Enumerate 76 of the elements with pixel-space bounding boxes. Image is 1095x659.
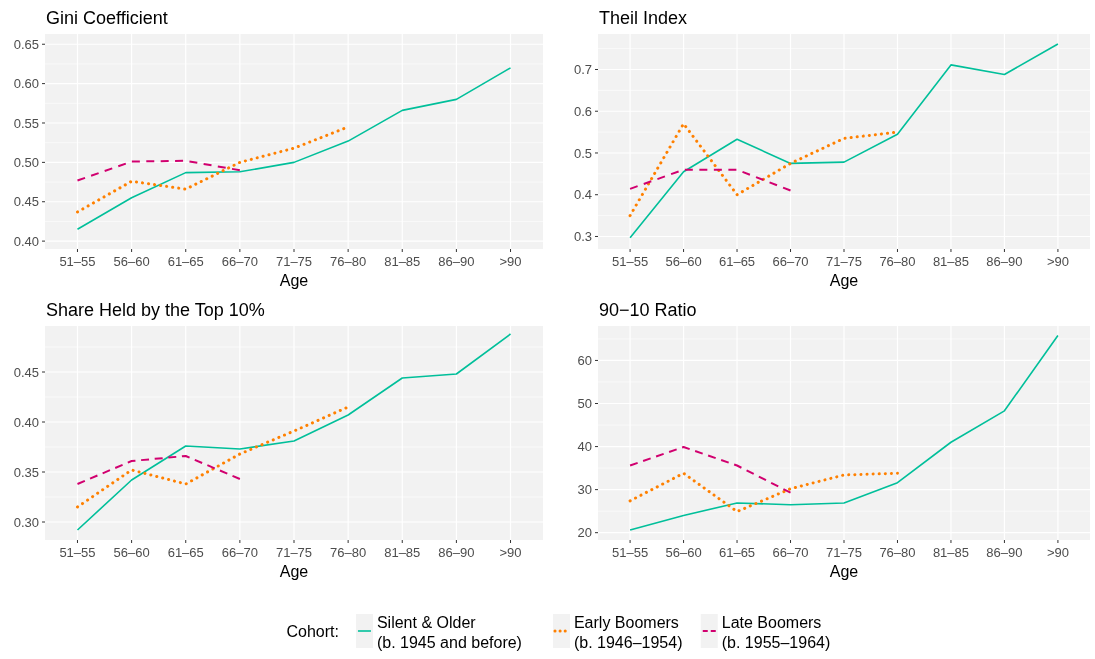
x-axis-title: Age bbox=[279, 272, 309, 289]
x-tick-label: 71–75 bbox=[275, 545, 313, 560]
x-tick-label: 71–75 bbox=[275, 254, 313, 269]
chart-title: Share Held by the Top 10% bbox=[46, 300, 265, 320]
x-tick-label: >90 bbox=[1046, 254, 1069, 269]
x-tick-label: 56–60 bbox=[113, 545, 150, 560]
x-tick-label: 56–60 bbox=[665, 254, 702, 269]
y-tick-label: 0.6 bbox=[573, 103, 592, 119]
legend-label: Early Boomers (b. 1946–1954) bbox=[573, 614, 683, 651]
x-axis-title: Age bbox=[279, 563, 309, 580]
x-tick-label: 61–65 bbox=[167, 254, 204, 269]
line-series bbox=[76, 455, 241, 485]
x-tick-label: 66–70 bbox=[772, 545, 809, 560]
y-tick-label: 60 bbox=[577, 353, 592, 368]
y-tick-label: 0.45 bbox=[13, 364, 39, 380]
x-tick-label: 81–85 bbox=[932, 254, 970, 269]
x-tick-label: 76–80 bbox=[330, 545, 367, 560]
line-series bbox=[76, 333, 512, 531]
y-tick-label: 0.7 bbox=[573, 62, 592, 78]
x-tick-label: 76–80 bbox=[879, 254, 916, 269]
x-tick-label: 66–70 bbox=[221, 545, 258, 560]
line-series bbox=[76, 159, 241, 182]
line-series bbox=[629, 334, 1059, 531]
y-tick-label: 0.50 bbox=[13, 154, 39, 170]
y-tick-label: 0.55 bbox=[13, 115, 39, 131]
x-tick-label: 66–70 bbox=[772, 254, 809, 269]
y-tick-label: 20 bbox=[577, 525, 592, 541]
chart-title: Gini Coefficient bbox=[46, 8, 168, 28]
x-tick-label: 56–60 bbox=[665, 545, 702, 560]
line-series bbox=[76, 67, 512, 231]
legend-label: Late Boomers (b. 1955–1964) bbox=[721, 614, 831, 651]
legend-label: Silent & Older (b. 1945 and before) bbox=[376, 614, 522, 651]
y-tick-label: 0.60 bbox=[13, 76, 39, 92]
x-tick-label: 86–90 bbox=[438, 545, 475, 560]
x-tick-label: 76–80 bbox=[879, 545, 916, 560]
x-tick-label: 61–65 bbox=[718, 254, 756, 269]
x-tick-label: 66–70 bbox=[221, 254, 258, 269]
x-tick-label: 71–75 bbox=[825, 254, 863, 269]
x-tick-label: 81–85 bbox=[932, 545, 970, 560]
x-tick-label: >90 bbox=[1046, 545, 1069, 560]
chart-title: Theil Index bbox=[599, 8, 688, 28]
y-tick-label: 50 bbox=[577, 396, 592, 412]
y-tick-label: 0.65 bbox=[13, 36, 39, 52]
y-tick-label: 0.40 bbox=[13, 414, 39, 430]
y-tick-label: 0.4 bbox=[573, 187, 592, 203]
x-tick-label: 51–55 bbox=[59, 254, 96, 269]
x-axis-title: Age bbox=[829, 272, 859, 289]
legend-title: Cohort: bbox=[286, 623, 339, 640]
x-tick-label: 51–55 bbox=[612, 545, 649, 560]
x-tick-label: 86–90 bbox=[986, 254, 1023, 269]
x-tick-label: >90 bbox=[499, 545, 522, 560]
chart-title: 90−10 Ratio bbox=[599, 300, 697, 320]
y-tick-label: 0.30 bbox=[13, 514, 39, 530]
x-tick-label: 56–60 bbox=[113, 254, 150, 269]
line-series bbox=[75, 405, 350, 509]
x-tick-label: 71–75 bbox=[825, 545, 863, 560]
x-tick-label: 51–55 bbox=[59, 545, 96, 560]
y-tick-label: 0.3 bbox=[573, 229, 592, 245]
x-tick-label: 81–85 bbox=[384, 545, 421, 560]
y-tick-label: 0.5 bbox=[573, 145, 592, 161]
x-tick-label: 81–85 bbox=[384, 254, 421, 269]
x-tick-label: >90 bbox=[499, 254, 522, 269]
y-tick-label: 0.35 bbox=[13, 464, 39, 480]
y-tick-label: 40 bbox=[577, 439, 592, 455]
line-series bbox=[629, 43, 1059, 239]
x-tick-label: 86–90 bbox=[986, 545, 1023, 560]
y-tick-label: 0.40 bbox=[13, 233, 39, 249]
y-tick-label: 30 bbox=[577, 482, 592, 498]
x-axis-title: Age bbox=[829, 563, 859, 580]
y-tick-label: 0.45 bbox=[13, 194, 39, 210]
line-series bbox=[628, 471, 899, 514]
x-tick-label: 51–55 bbox=[612, 254, 649, 269]
x-tick-label: 61–65 bbox=[167, 545, 204, 560]
x-tick-label: 86–90 bbox=[438, 254, 475, 269]
x-tick-label: 76–80 bbox=[330, 254, 367, 269]
x-tick-label: 61–65 bbox=[718, 545, 756, 560]
